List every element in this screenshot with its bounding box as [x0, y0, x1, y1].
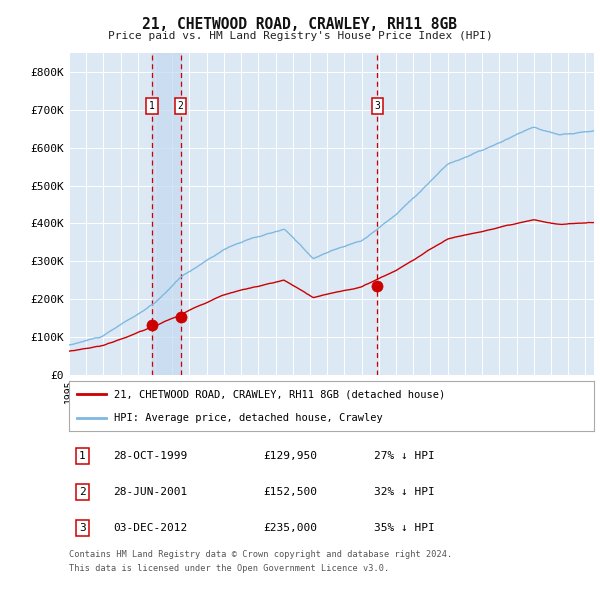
Text: 2: 2 — [178, 101, 184, 111]
Text: 28-JUN-2001: 28-JUN-2001 — [113, 487, 188, 497]
Text: 32% ↓ HPI: 32% ↓ HPI — [373, 487, 434, 497]
Text: Contains HM Land Registry data © Crown copyright and database right 2024.: Contains HM Land Registry data © Crown c… — [69, 550, 452, 559]
Text: 3: 3 — [374, 101, 380, 111]
Text: 1: 1 — [149, 101, 155, 111]
Text: £129,950: £129,950 — [263, 451, 317, 461]
Bar — [152, 53, 181, 375]
Text: This data is licensed under the Open Government Licence v3.0.: This data is licensed under the Open Gov… — [69, 564, 389, 573]
Text: 21, CHETWOOD ROAD, CRAWLEY, RH11 8GB (detached house): 21, CHETWOOD ROAD, CRAWLEY, RH11 8GB (de… — [113, 389, 445, 399]
Text: 3: 3 — [79, 523, 86, 533]
Text: 35% ↓ HPI: 35% ↓ HPI — [373, 523, 434, 533]
Text: 03-DEC-2012: 03-DEC-2012 — [113, 523, 188, 533]
Text: £235,000: £235,000 — [263, 523, 317, 533]
Text: 2: 2 — [79, 487, 86, 497]
Text: 21, CHETWOOD ROAD, CRAWLEY, RH11 8GB: 21, CHETWOOD ROAD, CRAWLEY, RH11 8GB — [143, 17, 458, 31]
Text: Price paid vs. HM Land Registry's House Price Index (HPI): Price paid vs. HM Land Registry's House … — [107, 31, 493, 41]
Text: 1: 1 — [79, 451, 86, 461]
Text: 28-OCT-1999: 28-OCT-1999 — [113, 451, 188, 461]
Text: 27% ↓ HPI: 27% ↓ HPI — [373, 451, 434, 461]
Text: HPI: Average price, detached house, Crawley: HPI: Average price, detached house, Craw… — [113, 413, 382, 423]
Text: £152,500: £152,500 — [263, 487, 317, 497]
